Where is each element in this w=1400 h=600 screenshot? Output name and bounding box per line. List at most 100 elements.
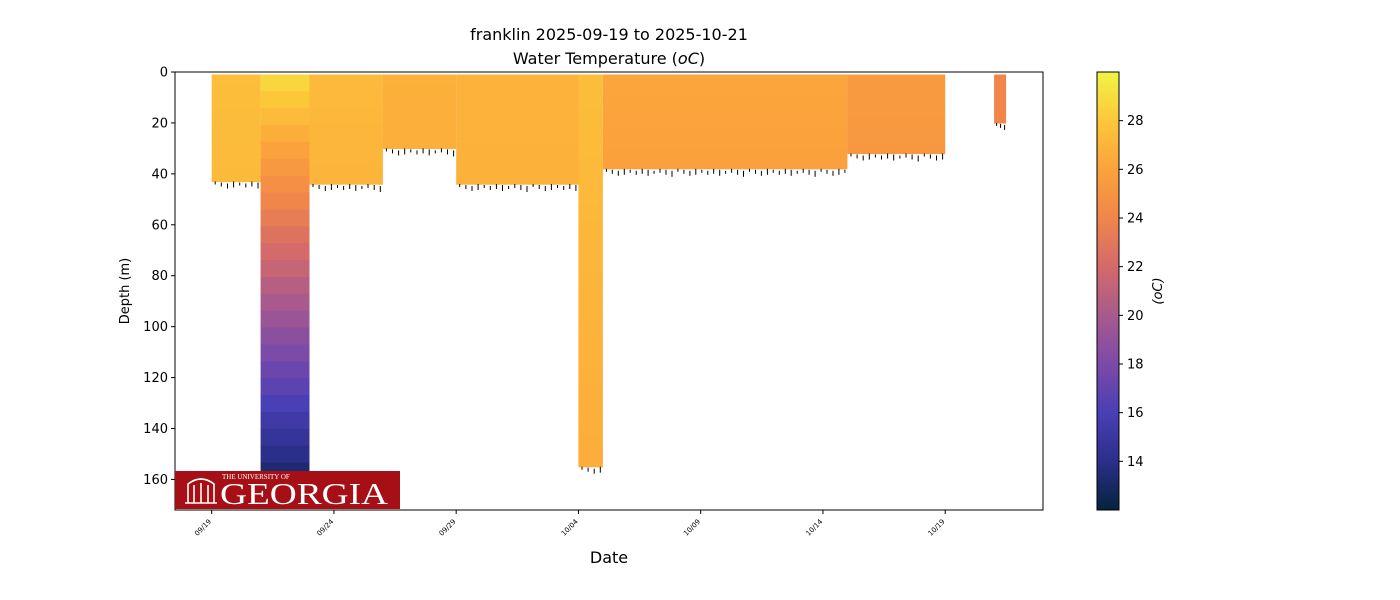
profile-segment [211, 114, 261, 120]
profile-segment [260, 428, 310, 447]
bottom-marker [635, 170, 637, 175]
profile-segment [994, 102, 1007, 106]
profile-segment [456, 179, 579, 185]
profile-segment [309, 83, 383, 89]
profile-segment [847, 120, 946, 125]
bottom-marker [647, 169, 649, 176]
profile-segment [847, 127, 946, 132]
bottom-marker [416, 150, 418, 155]
bottom-marker [996, 122, 998, 126]
profile-segment [847, 140, 946, 145]
bottom-marker [398, 150, 400, 156]
bottom-marker [422, 148, 424, 154]
profile-segment [382, 123, 457, 128]
bottom-marker [599, 466, 601, 473]
bottom-marker [1004, 124, 1006, 130]
profile-segment [382, 74, 457, 79]
profile-segment [456, 106, 579, 112]
bottom-marker [796, 170, 798, 174]
profile-segment [309, 106, 383, 112]
profile-segment [456, 161, 579, 167]
bottom-marker [220, 182, 222, 187]
profile-segment [309, 101, 383, 108]
profile-segment [309, 120, 383, 126]
bottom-marker [453, 150, 455, 157]
profile-segment [994, 116, 1007, 120]
bottom-marker [245, 183, 247, 188]
bottom-marker [923, 153, 925, 157]
y-tick-label: 120 [143, 371, 168, 386]
profile-segment [211, 145, 261, 151]
profile-segment [994, 110, 1007, 114]
profile-group [847, 74, 946, 162]
bottom-marker [653, 170, 655, 174]
profile-segment [578, 352, 603, 370]
bottom-marker [520, 185, 522, 190]
profile-segment [578, 123, 603, 141]
profile-segment [211, 79, 261, 85]
y-tick-label: 100 [143, 320, 168, 335]
profile-segment [260, 395, 310, 413]
profile-segment [211, 101, 261, 107]
bottom-marker [214, 181, 216, 185]
profile-segment [260, 344, 310, 362]
bottom-marker [689, 170, 691, 176]
profile-segment [260, 243, 310, 261]
profile-segment [847, 143, 946, 148]
bottom-marker [755, 169, 756, 174]
profile-segment [260, 91, 310, 109]
profile-segment [382, 96, 457, 100]
y-axis-label: Depth (m) [118, 258, 133, 325]
profile-segment [382, 80, 457, 85]
profile-segment [578, 336, 603, 353]
profile-segment [309, 133, 383, 140]
profile-segment [602, 133, 848, 138]
bottom-marker [611, 169, 613, 174]
profile-segment [994, 98, 1007, 102]
bottom-marker [239, 182, 241, 186]
profile-segment [309, 124, 383, 130]
profile-segment [847, 123, 946, 128]
colorbar-tick-label: 28 [1127, 114, 1144, 129]
profile-segment [382, 102, 457, 106]
profile-segment [260, 378, 310, 396]
bottom-marker [677, 168, 679, 172]
bottom-marker [233, 181, 235, 188]
bottom-marker [587, 467, 589, 472]
profile-segment [847, 150, 946, 155]
profile-segment [382, 105, 457, 109]
logo-big-text: GEORGIA [220, 476, 389, 511]
profile-segment [578, 90, 603, 108]
profile-segment [847, 114, 946, 118]
y-tick-label: 40 [151, 167, 168, 182]
bottom-marker [917, 155, 919, 162]
profile-segment [309, 152, 383, 158]
profile-segment [602, 74, 848, 79]
profile-segment [456, 124, 579, 130]
profile-segment [602, 86, 848, 91]
profile-segment [309, 111, 383, 117]
profile-segment [456, 120, 579, 126]
title-line2-unit: oC [678, 49, 700, 68]
bottom-marker [544, 186, 546, 191]
profile-segment [994, 114, 1007, 118]
profile-segment [994, 90, 1007, 94]
profile-segment [578, 172, 603, 190]
profile-segment [211, 177, 261, 183]
profile-segment [578, 368, 603, 386]
bottom-marker [508, 186, 510, 189]
profile-segment [260, 412, 310, 430]
profile-segment [994, 104, 1007, 108]
profile-segment [456, 143, 579, 149]
profile-segment [456, 174, 579, 181]
bottom-marker [701, 169, 703, 173]
profile-segment [847, 74, 946, 79]
bottom-marker [731, 168, 733, 173]
profile-segment [382, 129, 457, 134]
profile-segment [602, 157, 848, 162]
colorbar-label: (oC) [1151, 277, 1166, 304]
profile-segment [602, 102, 848, 107]
bottom-marker [428, 149, 430, 156]
colorbar-tick-label: 16 [1127, 406, 1144, 421]
